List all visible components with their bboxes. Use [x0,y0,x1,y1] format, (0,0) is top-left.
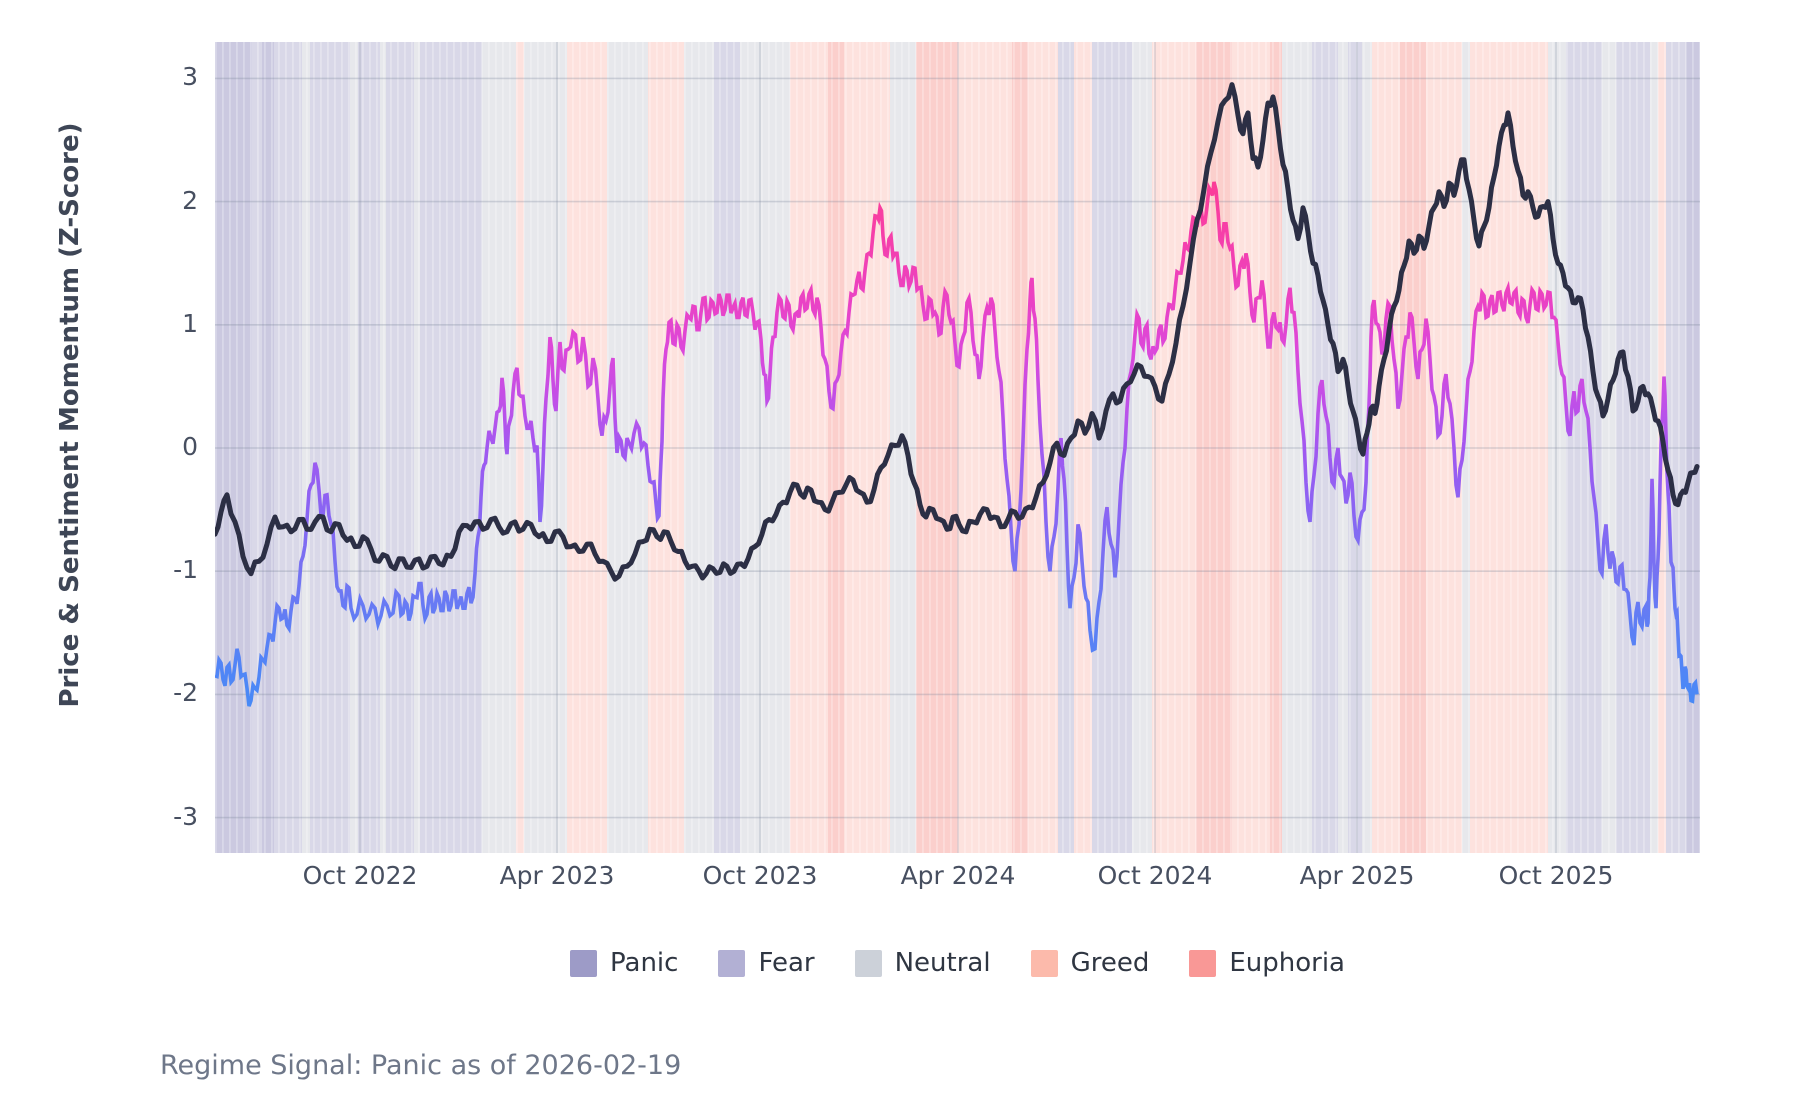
legend-swatch-euphoria [1189,949,1217,977]
y-tick-label: -2 [173,678,198,708]
x-tick-label: Oct 2023 [702,861,818,890]
regime-legend: Panic Fear Neutral Greed Euphoria [215,948,1700,978]
legend-item-fear[interactable]: Fear [718,948,815,978]
legend-item-euphoria[interactable]: Euphoria [1189,948,1345,978]
legend-item-greed[interactable]: Greed [1030,948,1150,978]
y-tick-label: -1 [173,555,198,585]
y-tick-label: -3 [173,801,198,831]
plot-canvas [215,42,1700,853]
legend-swatch-neutral [854,949,882,977]
legend-item-panic[interactable]: Panic [570,948,678,978]
y-tick-label: 2 [182,185,198,215]
y-tick-label: 0 [182,432,198,461]
y-tick-label: 1 [182,308,198,338]
sentiment-momentum-line [215,181,1699,707]
legend-label-neutral: Neutral [894,948,991,978]
legend-label-fear: Fear [758,948,815,978]
legend-item-neutral[interactable]: Neutral [854,948,991,978]
y-tick-label: 3 [182,62,198,92]
legend-label-greed: Greed [1070,948,1150,978]
x-tick-label: Oct 2025 [1498,861,1614,890]
x-tick-label: Apr 2024 [900,861,1016,890]
legend-swatch-fear [718,949,746,977]
price-momentum-line [215,82,1700,582]
legend-label-euphoria: Euphoria [1229,948,1345,978]
legend-label-panic: Panic [610,948,679,978]
legend-swatch-greed [1030,949,1058,977]
x-tick-label: Apr 2025 [1299,861,1415,890]
x-tick-label: Oct 2022 [302,861,418,890]
x-tick-label: Oct 2024 [1097,861,1213,890]
legend-swatch-panic [570,949,597,977]
regime-signal-caption: Regime Signal: Panic as of 2026-02-19 [160,1050,682,1081]
x-tick-label: Apr 2023 [499,861,615,890]
